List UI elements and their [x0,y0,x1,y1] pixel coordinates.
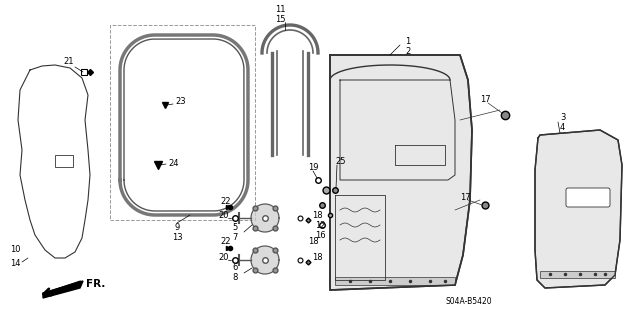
Text: 20: 20 [218,211,228,220]
Polygon shape [251,246,279,274]
Bar [335,277,455,285]
Text: 6: 6 [232,263,237,272]
Text: 17: 17 [480,95,491,105]
Text: 3: 3 [560,114,565,122]
Text: 19: 19 [308,164,319,173]
Text: 22: 22 [220,197,230,206]
Bar [110,25,255,220]
Polygon shape [43,281,83,298]
Text: 2: 2 [405,48,410,56]
Text: 12: 12 [315,221,326,231]
Text: FR.: FR. [86,279,106,289]
Text: 9: 9 [174,224,180,233]
Text: 16: 16 [315,231,326,240]
Text: 25: 25 [335,158,346,167]
Text: 21: 21 [63,57,74,66]
Text: 22: 22 [220,238,230,247]
Text: 15: 15 [275,16,285,25]
Text: 11: 11 [275,5,285,14]
FancyBboxPatch shape [566,188,610,207]
Text: S04A-B5420: S04A-B5420 [445,298,492,307]
Text: 14: 14 [10,258,20,268]
Bar [55,155,73,167]
Bar [540,271,615,278]
Text: 13: 13 [172,233,182,241]
Text: 7: 7 [232,233,237,241]
Text: 10: 10 [10,246,20,255]
Text: 18: 18 [308,238,319,247]
Text: 18: 18 [312,253,323,262]
Text: 8: 8 [232,272,237,281]
Text: 4: 4 [560,123,565,132]
Text: 20: 20 [218,254,228,263]
Text: 23: 23 [175,98,186,107]
Text: 17: 17 [460,194,470,203]
Text: 18: 18 [312,211,323,219]
Polygon shape [330,55,472,290]
Text: 1: 1 [405,38,410,47]
Polygon shape [251,204,279,232]
Polygon shape [535,130,622,288]
Text: 5: 5 [232,224,237,233]
Text: 24: 24 [168,159,179,167]
